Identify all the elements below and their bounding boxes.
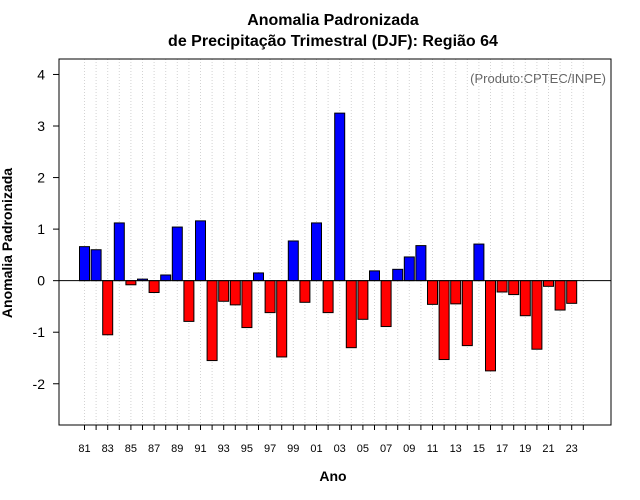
bar-1999 [287,240,299,282]
bar-2014 [461,280,473,347]
bar-1990 [183,280,195,322]
bar-2018 [508,280,520,296]
bars-group [79,112,578,372]
chart-title-line-1: Anomalia Padronizada [247,12,419,29]
bar-2022 [554,280,566,311]
x-tick-label: 21 [542,443,554,455]
bar-2008 [392,268,404,282]
bar-2005 [357,280,369,320]
x-tick-label: 93 [218,443,230,455]
x-tick-label: 09 [403,443,415,455]
bar-2002 [322,280,334,314]
bar-2015 [473,243,485,282]
bar-1987 [148,280,160,294]
x-tick-label: 05 [357,443,369,455]
bar-1989 [171,226,183,282]
bar-2011 [427,280,438,305]
x-tick-label: 81 [78,443,90,455]
x-tick-label: 85 [125,443,137,455]
y-tick-label: -1 [33,324,46,340]
bar-2023 [566,280,578,304]
bar-2013 [450,280,462,305]
bar-1981 [79,246,90,282]
bar-1985 [125,280,137,286]
bar-2010 [415,245,427,282]
x-tick-label: 19 [519,443,531,455]
bar-2019 [519,280,531,317]
bar-1991 [195,220,206,282]
bar-2003 [334,112,346,282]
bar-1992 [206,280,218,362]
y-axis-label: Anomalia Padronizada [0,168,15,318]
bar-2006 [369,270,380,282]
bar-2007 [380,280,392,328]
bar-1984 [113,222,125,282]
x-tick-label: 95 [241,443,253,455]
x-tick-label: 23 [566,443,578,455]
y-tick-label: -2 [33,376,46,392]
y-tick-label: 4 [37,66,45,82]
y-tick-label: 0 [37,273,45,289]
bar-2001 [311,222,322,282]
x-tick-label: 89 [171,443,183,455]
y-tick-label: 3 [37,118,45,134]
bar-1988 [160,274,172,282]
x-tick-label: 15 [473,443,485,455]
bar-1996 [253,272,264,282]
bar-1997 [264,280,276,314]
bar-1983 [102,280,114,336]
x-tick-label: 17 [496,443,508,455]
x-axis-label: Ano [319,468,346,484]
x-tick-label: 91 [194,443,206,455]
x-tick-label: 97 [264,443,276,455]
bar-1998 [276,280,288,358]
bar-2004 [345,280,357,349]
x-tick-label: 13 [450,443,462,455]
bar-2021 [543,280,554,287]
bar-2016 [485,280,496,372]
x-tick-label: 83 [102,443,114,455]
bar-1994 [229,280,241,306]
y-tick-label: 2 [37,170,45,186]
x-tick-label: 11 [427,443,438,455]
bar-1995 [241,280,253,329]
x-tick-label: 99 [287,443,299,455]
x-tick-label: 07 [380,443,392,455]
bar-2020 [531,280,543,350]
bar-2012 [438,280,450,361]
bar-2009 [403,256,415,282]
plot-frame [58,58,612,426]
bar-2017 [496,280,508,293]
x-tick-label: 03 [334,443,346,455]
grid-lines [84,59,584,425]
chart-title-line-2: de Precipitação Trimestral (DJF): Região… [168,33,498,50]
x-tick-label: 01 [310,443,322,455]
x-tick-label: 87 [148,443,160,455]
bar-1982 [90,249,102,282]
bar-1993 [218,280,230,302]
bar-2000 [299,280,311,303]
y-tick-label: 1 [37,221,45,237]
